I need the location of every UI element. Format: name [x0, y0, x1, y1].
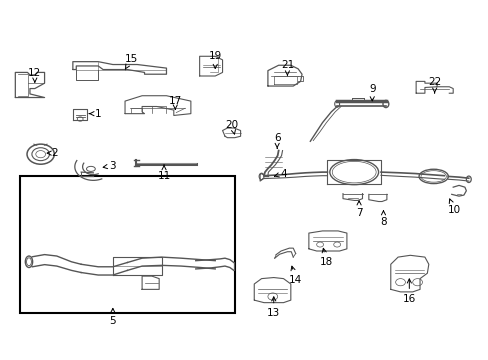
Text: 4: 4	[274, 168, 286, 179]
Text: 10: 10	[447, 199, 460, 216]
Text: 13: 13	[266, 297, 280, 318]
Text: 21: 21	[280, 60, 293, 76]
Text: 2: 2	[47, 148, 58, 158]
Text: 18: 18	[319, 248, 332, 267]
Text: 20: 20	[225, 121, 238, 134]
Text: 17: 17	[168, 96, 182, 109]
Text: 16: 16	[402, 279, 415, 304]
Text: 9: 9	[368, 84, 375, 101]
Text: 1: 1	[89, 109, 102, 119]
Text: 19: 19	[208, 51, 222, 68]
Text: 12: 12	[28, 68, 41, 82]
Text: 15: 15	[124, 54, 138, 69]
Text: 8: 8	[379, 211, 386, 227]
Text: 5: 5	[109, 309, 116, 325]
Text: 3: 3	[103, 161, 116, 171]
Text: 6: 6	[273, 133, 280, 148]
Text: 11: 11	[157, 165, 170, 181]
Bar	[20, 176, 234, 313]
Text: 14: 14	[288, 266, 302, 285]
Text: 22: 22	[427, 77, 440, 93]
Text: 7: 7	[355, 201, 362, 218]
